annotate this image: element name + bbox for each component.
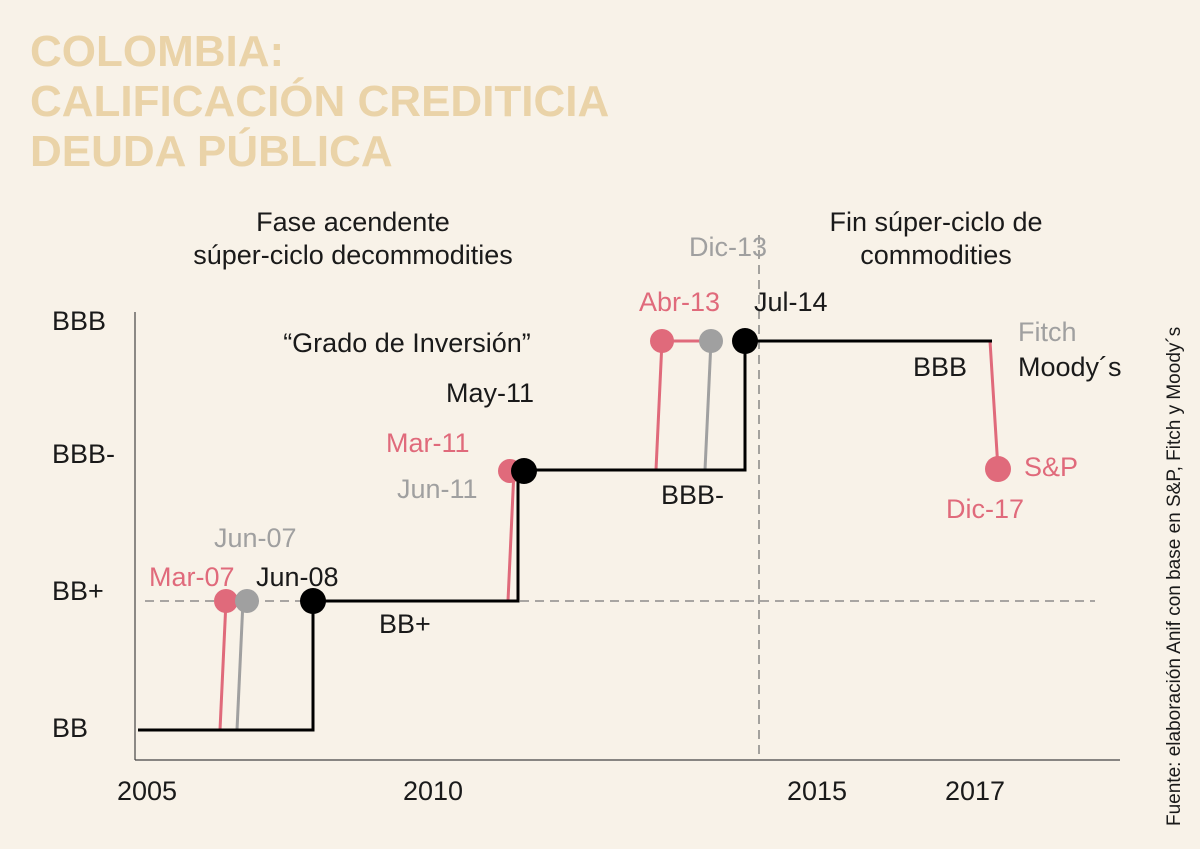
y-tick-bb-plus: BB+ [52,576,104,606]
title-line-2: CALIFICACIÓN CREDITICIA [30,76,609,126]
fitch-series-lines [235,340,713,731]
sp-marker-dic-17 [985,456,1011,482]
fitch-marker-jun-07 [235,589,259,613]
sp-riser-2007 [218,600,228,731]
x-tick-2017: 2017 [945,776,1005,806]
phase-right-line-2: commodities [860,240,1012,270]
label-mar-07: Mar-07 [149,562,235,592]
label-jun-07: Jun-07 [214,523,297,553]
source-note: Fuente: elaboración Anif con base en S&P… [1164,327,1185,826]
y-tick-bb: BB [52,713,88,743]
level-label-bbb: BBB [913,352,967,382]
date-labels: Mar-07 Jun-07 Jun-08 Mar-11 Jun-11 May-1… [149,232,1024,592]
moodys-step-line [138,339,992,732]
y-tick-bbb: BBB [52,306,106,336]
legend-moodys: Moody´s [1018,352,1122,382]
level-labels: BB+ BBB- BBB [379,352,967,639]
legend-sp: S&P [1024,452,1078,482]
sp-marker-mar-07 [214,589,238,613]
label-dic-17: Dic-17 [946,494,1024,524]
moodys-series-line [138,339,992,732]
moodys-marker-jul-14 [732,328,758,354]
fitch-marker-dic-13 [699,329,723,353]
moodys-marker-jun-08 [300,588,326,614]
y-tick-bbb-minus: BBB- [52,439,115,469]
label-mar-11: Mar-11 [386,428,470,458]
level-label-bb-plus: BB+ [379,609,431,639]
fitch-riser-2013 [703,340,713,471]
label-jun-11: Jun-11 [397,474,478,504]
label-dic-13: Dic-13 [689,232,767,262]
x-tick-2005: 2005 [117,776,177,806]
chart-title: COLOMBIA: CALIFICACIÓN CREDITICIA DEUDA … [30,27,609,176]
sp-marker-abr-13 [650,329,674,353]
phase-right-line-1: Fin súper-ciclo de [829,207,1042,237]
label-abr-13: Abr-13 [639,287,720,317]
level-label-bbb-minus: BBB- [661,480,724,510]
phase-left-line-1: Fase acendente [256,207,450,237]
sp-riser-2011 [506,469,516,602]
phase-right-annotation: Fin súper-ciclo de commodities [829,207,1042,270]
title-line-3: DEUDA PÚBLICA [30,126,393,176]
fitch-riser-2007 [235,600,245,731]
label-jul-14: Jul-14 [754,287,828,317]
sp-downgrade-2017 [988,340,1000,470]
x-tick-2010: 2010 [403,776,463,806]
sp-riser-2013 [654,340,664,471]
agency-labels: Fitch Moody´s S&P [1018,317,1122,482]
label-may-11: May-11 [446,378,534,408]
phase-left-annotation: Fase acendente súper-ciclo decommodities [193,207,513,270]
title-line-1: COLOMBIA: [30,27,284,76]
sp-series-lines [218,339,1000,731]
legend-fitch: Fitch [1018,317,1077,347]
label-jun-08: Jun-08 [256,562,339,592]
phase-left-line-2: súper-ciclo decommodities [193,240,513,270]
rating-markers [214,328,1011,614]
x-tick-2015: 2015 [787,776,847,806]
investment-grade-label: “Grado de Inversión” [283,328,531,358]
moodys-marker-may-11 [511,458,537,484]
